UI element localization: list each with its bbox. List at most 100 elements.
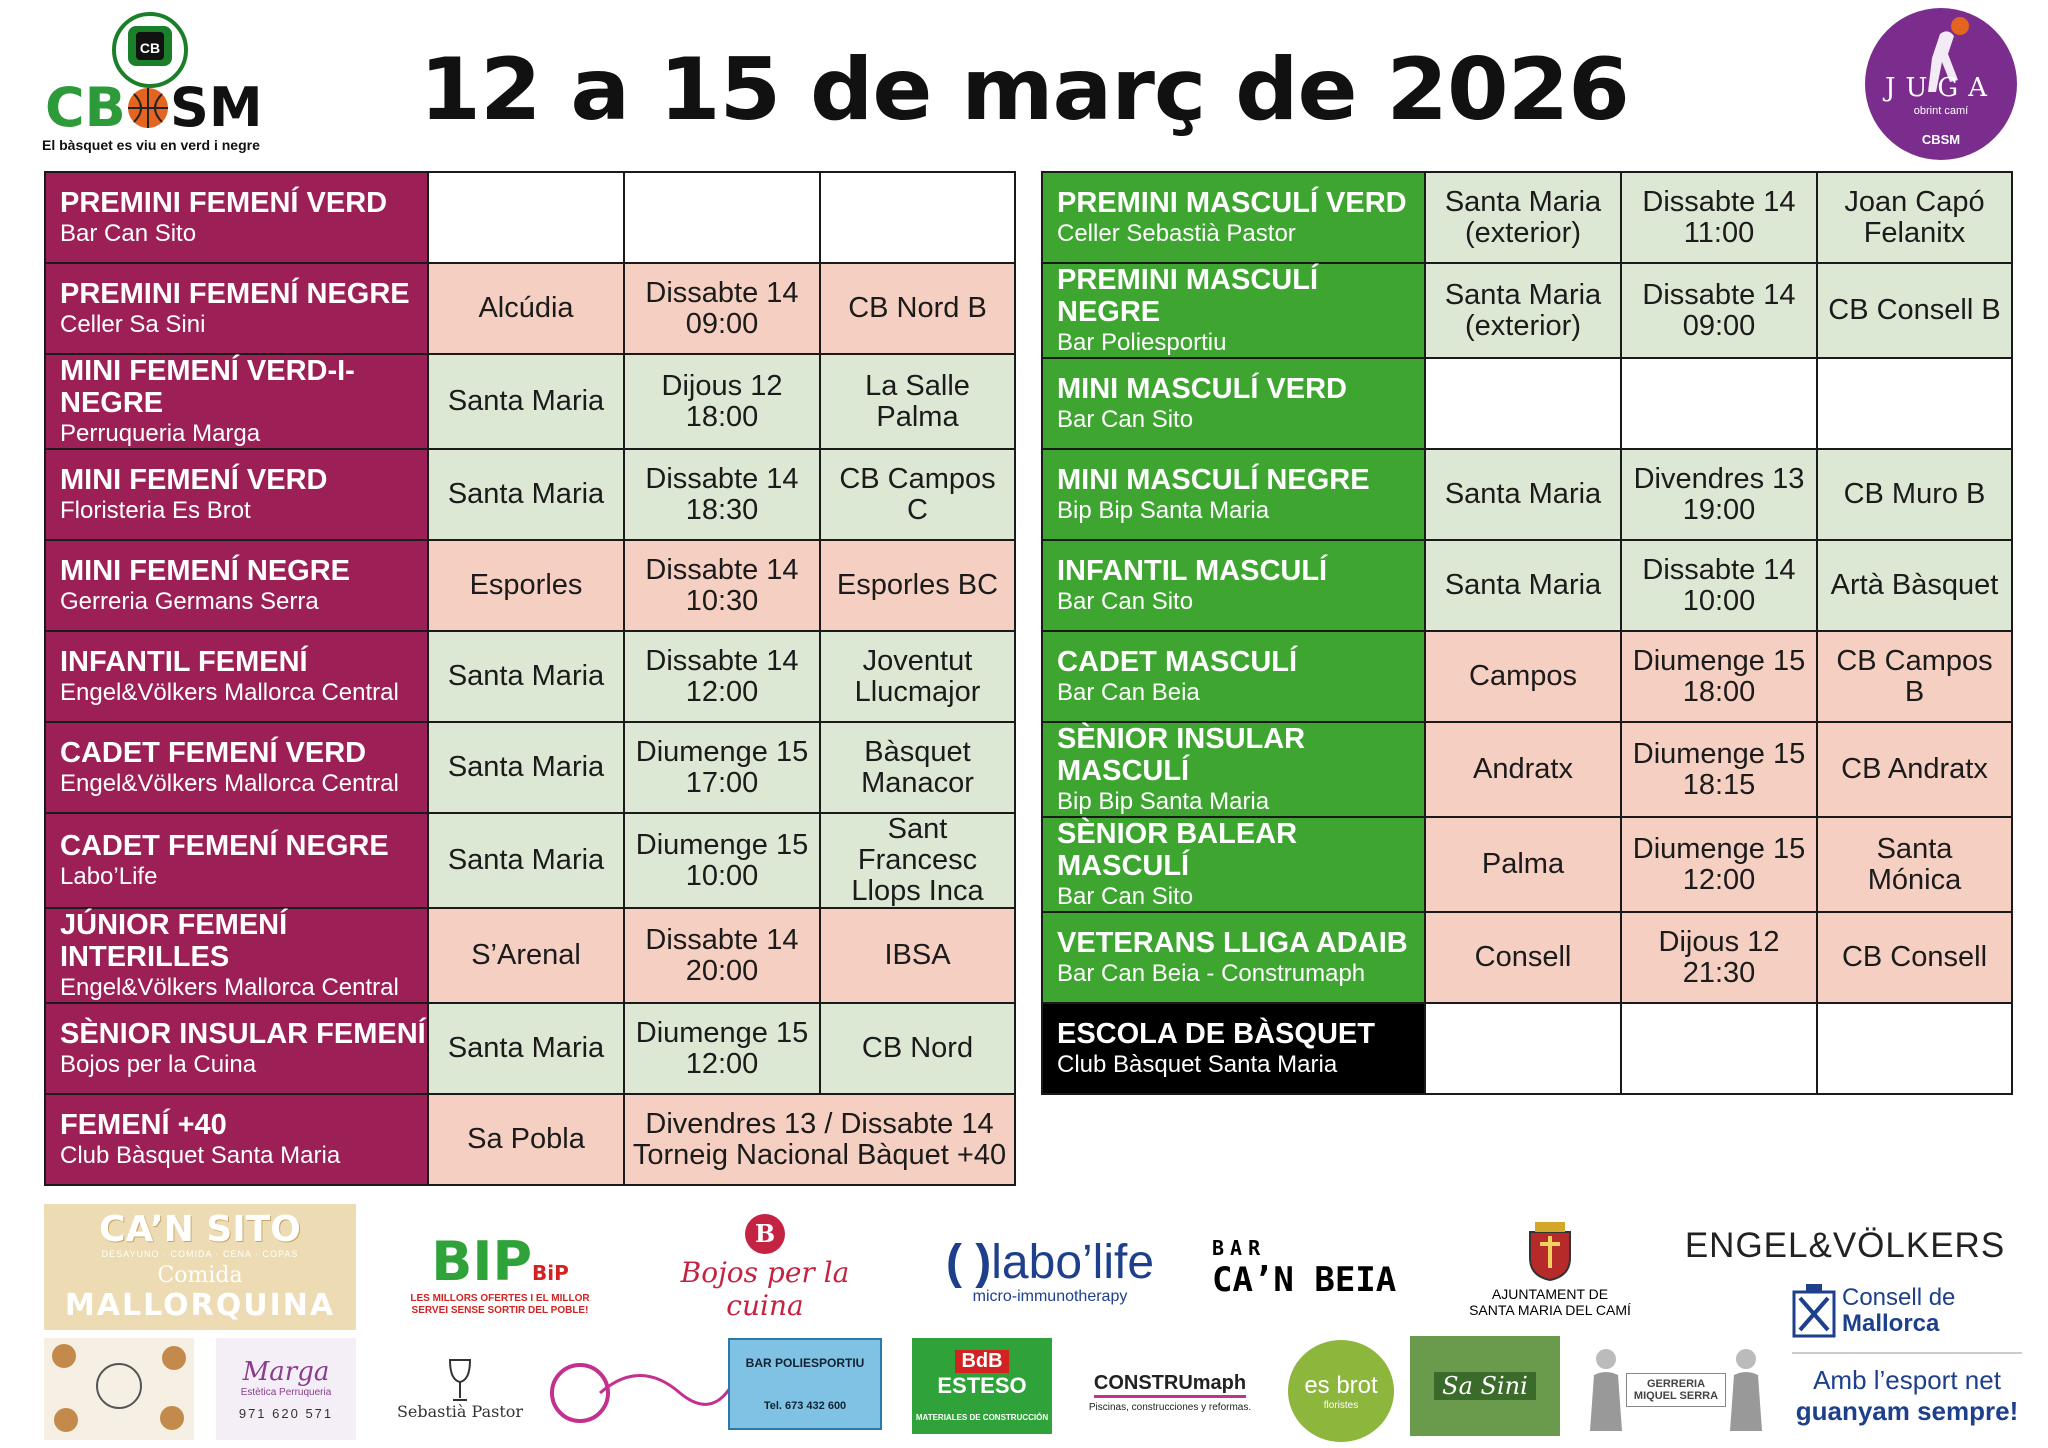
datetime-cell: Dijous 12 21:30 — [1620, 911, 1818, 1004]
merged-event-cell-text: Torneig Nacional Bàquet +40 — [632, 1138, 1007, 1171]
sponsor-engel-volkers: ENGEL&VÖLKERS — [1684, 1226, 2006, 1265]
venue-cell — [1424, 357, 1622, 450]
datetime-cell-text: Dijous 12 — [661, 369, 783, 402]
team-cell: CADET FEMENÍ VERD Engel&Völkers Mallorca … — [44, 721, 429, 814]
datetime-cell-text: 21:30 — [1682, 956, 1756, 989]
datetime-cell — [623, 171, 821, 264]
datetime-cell: Dissabte 14 20:00 — [623, 907, 821, 1004]
table-row: INFANTIL MASCULÍ Bar Can Sito Santa Maria D… — [1041, 539, 2013, 632]
datetime-cell-text: Diumenge 15 — [1632, 644, 1806, 677]
datetime-cell: Dijous 12 18:00 — [623, 353, 821, 450]
opponent-cell: CB Nord B — [819, 262, 1016, 355]
svg-text:SM: SM — [170, 76, 260, 139]
team-cell: MINI FEMENÍ VERD Floristeria Es Brot — [44, 448, 429, 541]
team-sponsor: Club Bàsquet Santa Maria — [1057, 1051, 1338, 1078]
venue-cell: Santa Maria — [427, 1002, 625, 1095]
datetime-cell-text: Dissabte 14 — [645, 923, 799, 956]
opponent-cell-text: CB Andratx — [1841, 753, 1988, 785]
table-row: CADET FEMENÍ NEGRE Labo’Life Santa Maria Di… — [44, 812, 1016, 909]
opponent-cell: Sant Francesc Llops Inca — [819, 812, 1016, 909]
table-row: MINI MASCULÍ VERD Bar Can Sito — [1041, 357, 2013, 450]
team-cell: PREMINI MASCULÍ NEGRE Bar Poliesportiu — [1041, 262, 1426, 359]
datetime-cell-text: Dissabte 14 — [1642, 278, 1796, 311]
venue-cell-text: Santa Maria — [447, 751, 605, 783]
team-sponsor: Celler Sa Sini — [60, 311, 206, 338]
team-name: CADET FEMENÍ VERD — [60, 737, 367, 769]
sponsor-bar-poliesportiu: BAR POLIESPORTIU Tel. 673 432 600 — [728, 1338, 882, 1430]
opponent-cell-text: CB Muro B — [1843, 478, 1986, 510]
table-row: PREMINI FEMENÍ VERD Bar Can Sito — [44, 171, 1016, 264]
venue-cell: Santa Maria (exterior) — [1424, 171, 1622, 264]
opponent-cell: CB Consell — [1816, 911, 2013, 1004]
opponent-cell: Esporles BC — [819, 539, 1016, 632]
team-name: SÈNIOR INSULAR FEMENÍ — [60, 1018, 426, 1050]
datetime-cell-text: Dissabte 14 — [645, 276, 799, 309]
team-cell: INFANTIL MASCULÍ Bar Can Sito — [1041, 539, 1426, 632]
venue-cell: Santa Maria — [427, 353, 625, 450]
opponent-cell-text: CB Nord — [861, 1032, 974, 1064]
opponent-cell: Santa Mónica — [1816, 816, 2013, 913]
table-row: PREMINI FEMENÍ NEGRE Celler Sa Sini Alcúdi… — [44, 262, 1016, 355]
team-sponsor: Bip Bip Santa Maria — [1057, 788, 1270, 815]
venue-cell: Santa Maria — [1424, 539, 1622, 632]
team-name: SÈNIOR INSULAR MASCULÍ — [1057, 723, 1306, 787]
merged-event-cell-text: Divendres 13 / Dissabte 14 — [645, 1107, 994, 1140]
team-name: CADET FEMENÍ NEGRE — [60, 830, 389, 862]
team-sponsor: Bar Can Beia - Construmaph — [1057, 960, 1366, 987]
team-name: CADET MASCULÍ — [1057, 646, 1298, 678]
opponent-cell: CB Muro B — [1816, 448, 2013, 541]
team-cell: MINI MASCULÍ VERD Bar Can Sito — [1041, 357, 1426, 450]
datetime-cell: Dissabte 14 12:00 — [623, 630, 821, 723]
team-sponsor: Bar Can Sito — [60, 220, 197, 247]
sponsor-ajuntament: AJUNTAMENT DE SANTA MARIA DEL CAMÍ — [1440, 1206, 1660, 1330]
team-sponsor: Floristeria Es Brot — [60, 497, 251, 524]
team-sponsor: Gerreria Germans Serra — [60, 588, 319, 615]
team-sponsor: Engel&Völkers Mallorca Central — [60, 770, 399, 797]
table-row: PREMINI MASCULÍ NEGRE Bar Poliesportiu San… — [1041, 262, 2013, 359]
team-sponsor: Celler Sebastià Pastor — [1057, 220, 1296, 247]
team-name: INFANTIL FEMENÍ — [60, 646, 308, 678]
venue-cell: Santa Maria (exterior) — [1424, 262, 1622, 359]
datetime-cell-text: 12:00 — [685, 675, 759, 708]
team-name: PREMINI MASCULÍ NEGRE — [1057, 264, 1318, 328]
opponent-cell: IBSA — [819, 907, 1016, 1004]
datetime-cell-text: 18:30 — [685, 493, 759, 526]
page-title: 12 a 15 de març de 2026 — [419, 40, 1629, 140]
opponent-cell — [819, 171, 1016, 264]
table-row: MINI MASCULÍ NEGRE Bip Bip Santa Maria San… — [1041, 448, 2013, 541]
team-sponsor: Bip Bip Santa Maria — [1057, 497, 1270, 524]
team-sponsor: Club Bàsquet Santa Maria — [60, 1142, 341, 1169]
venue-cell: Santa Maria — [427, 448, 625, 541]
team-name: MINI MASCULÍ VERD — [1057, 373, 1347, 405]
team-cell: CADET MASCULÍ Bar Can Beia — [1041, 630, 1426, 723]
team-cell: PREMINI FEMENÍ NEGRE Celler Sa Sini — [44, 262, 429, 355]
opponent-cell: Artà Bàsquet — [1816, 539, 2013, 632]
venue-cell: Sa Pobla — [427, 1093, 625, 1186]
esport-net-slogan: Amb l’esport net guanyam sempre! — [1792, 1352, 2022, 1438]
datetime-cell-text: Diumenge 15 — [635, 735, 809, 768]
datetime-cell-text: 18:00 — [685, 400, 759, 433]
team-sponsor: Bar Can Sito — [1057, 883, 1194, 910]
team-sponsor: Bar Can Sito — [1057, 588, 1194, 615]
datetime-cell: Dissabte 14 10:30 — [623, 539, 821, 632]
datetime-cell-text: Diumenge 15 — [1632, 832, 1806, 865]
datetime-cell-text: 11:00 — [1683, 216, 1755, 249]
datetime-cell — [1620, 357, 1818, 450]
bakery-icon — [52, 1344, 186, 1432]
datetime-cell-text: 19:00 — [1682, 493, 1756, 526]
team-cell: PREMINI MASCULÍ VERD Celler Sebastià Past… — [1041, 171, 1426, 264]
datetime-cell-text: 12:00 — [685, 1047, 759, 1080]
opponent-cell — [1816, 1002, 2013, 1095]
datetime-cell: Dissabte 14 09:00 — [623, 262, 821, 355]
venue-cell-text: Alcúdia — [478, 292, 574, 324]
bojos-logo-icon: B — [745, 1214, 785, 1254]
opponent-cell-text: Sant Francesc Llops Inca — [851, 813, 984, 907]
club-logo-text: CB — [45, 76, 126, 139]
table-row: MINI FEMENÍ NEGRE Gerreria Germans Serra E… — [44, 539, 1016, 632]
svg-text:obrint camí: obrint camí — [1914, 105, 1968, 117]
table-row: PREMINI MASCULÍ VERD Celler Sebastià Past… — [1041, 171, 2013, 264]
team-name: VETERANS LLIGA ADAIB — [1057, 927, 1408, 959]
datetime-cell: Divendres 13 19:00 — [1620, 448, 1818, 541]
team-name: JÚNIOR FEMENÍ INTERILLES — [60, 909, 288, 973]
team-cell: CADET FEMENÍ NEGRE Labo’Life — [44, 812, 429, 909]
